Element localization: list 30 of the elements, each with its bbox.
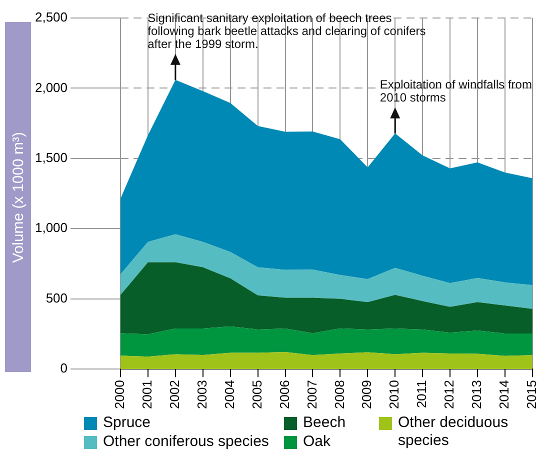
y-tick-label: 2,000 (34, 80, 68, 95)
x-tick-label: 2005 (249, 380, 264, 409)
legend-label: Oak (303, 433, 331, 451)
legend-label: Beech (303, 414, 346, 432)
x-tick-label: 2007 (304, 380, 320, 409)
y-tick-label: 0 (60, 360, 68, 376)
x-tick-label: 2009 (359, 380, 374, 409)
x-tick-label: 2004 (222, 380, 237, 409)
legend-label: Spruce (103, 414, 151, 432)
legend-label: Other deciduous species (398, 414, 510, 450)
y-tick-label: 1,500 (34, 150, 68, 166)
x-tick-label: 2013 (469, 380, 484, 409)
legend-label: Other coniferous species (103, 433, 269, 451)
annotation: Exploitation of windfalls from 2010 storms (380, 77, 532, 104)
x-tick-label: 2011 (414, 380, 430, 408)
annotation: Significant sanitary exploitation of beech trees following bark beetle attacks and clearing of conifers after the 1999 storm. (148, 10, 426, 51)
y-axis-title: Volume (x 1000 m³) (10, 132, 26, 262)
x-tick-label: 2002 (167, 380, 182, 409)
x-tick-label: 2010 (386, 380, 402, 409)
x-tick-label: 2012 (442, 380, 457, 409)
y-tick-label: 1,000 (34, 220, 68, 236)
x-tick-label: 2006 (276, 380, 292, 409)
x-tick-label: 2015 (524, 380, 539, 409)
x-tick-label: 2001 (140, 380, 155, 409)
y-tick-label: 2,500 (34, 10, 68, 25)
x-tick-label: 2000 (112, 380, 128, 409)
x-tick-label: 2003 (194, 380, 210, 409)
y-tick-label: 500 (46, 290, 68, 306)
x-tick-label: 2014 (496, 380, 512, 409)
x-tick-label: 2008 (332, 380, 347, 409)
